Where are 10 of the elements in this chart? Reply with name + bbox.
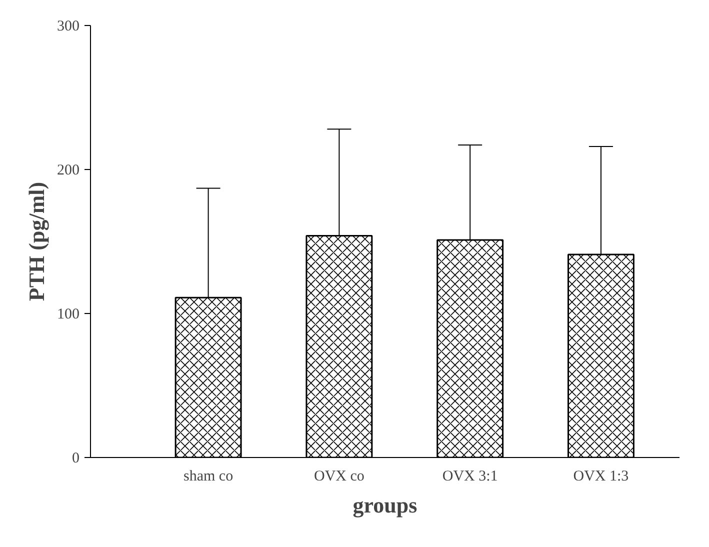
y-tick-label: 300 [57,18,80,34]
y-axis-title: PTH (pg/ml) [24,182,49,302]
y-tick-label: 0 [72,450,80,466]
x-tick-label: sham co [184,468,234,484]
x-tick-label: OVX co [314,468,364,484]
x-tick-label: OVX 1:3 [573,468,629,484]
x-axis-title: groups [352,492,418,518]
y-tick-label: 100 [57,306,80,322]
x-tick-label: OVX 3:1 [442,468,498,484]
y-tick-label: 200 [57,162,80,178]
